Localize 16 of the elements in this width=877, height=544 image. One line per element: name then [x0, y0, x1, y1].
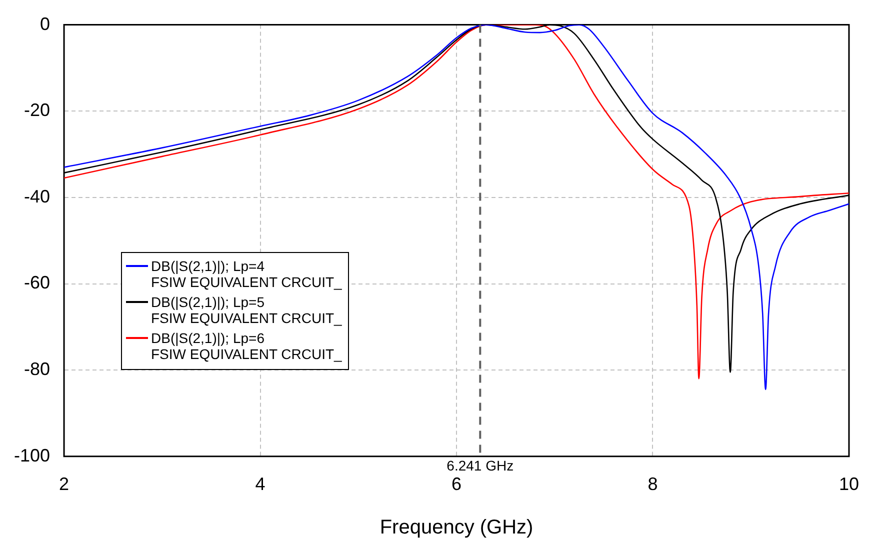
x-axis-title: Frequency (GHz): [380, 516, 534, 539]
y-tick-label: -20: [24, 100, 50, 120]
x-tick-label: 6: [452, 474, 462, 494]
y-tick-label: -60: [24, 272, 50, 293]
legend-label: DB(|S(2,1)|); Lp=5 FSIW EQUIVALENT CRCUIT_: [151, 294, 342, 326]
y-tick-label: -80: [24, 359, 50, 380]
y-tick-label: -100: [14, 445, 50, 466]
legend-label: DB(|S(2,1)|); Lp=6 FSIW EQUIVALENT CRCUIT_: [151, 330, 342, 362]
y-tick-label: -40: [24, 186, 50, 206]
y-tick-label: 0: [40, 14, 50, 34]
legend-label: DB(|S(2,1)|); Lp=4 FSIW EQUIVALENT CRCUIT_: [151, 258, 342, 290]
x-tick-label: 2: [59, 474, 70, 494]
x-tick-label: 8: [648, 474, 658, 494]
x-tick-label: 10: [838, 474, 860, 494]
x-tick-label: 4: [255, 474, 266, 494]
ref-line-label: 6.241 GHz: [446, 457, 514, 474]
